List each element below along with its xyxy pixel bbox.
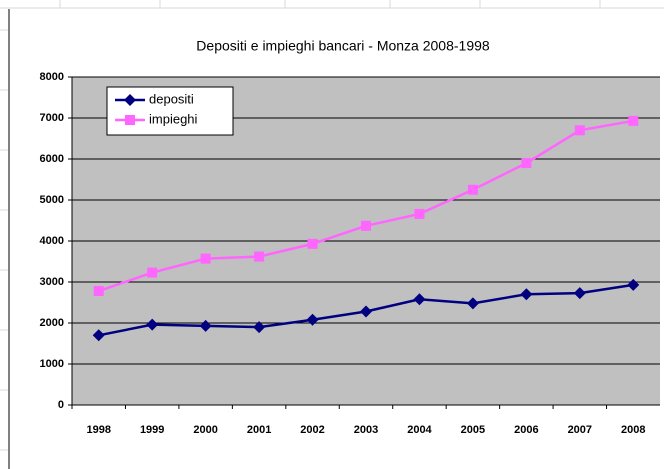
x-tick-label: 1999: [140, 424, 164, 436]
data-point: [92, 329, 105, 342]
data-point: [147, 267, 158, 278]
data-point: [413, 293, 426, 306]
chart-title: Depositi e impieghi bancari - Monza 2008…: [196, 38, 490, 54]
x-tick-label: 2007: [568, 424, 592, 436]
x-tick-label: 1998: [86, 424, 110, 436]
y-tick-label: 4000: [40, 235, 64, 247]
y-tick-label: 2000: [40, 317, 64, 329]
x-tick-label: 2004: [407, 424, 432, 436]
legend-box: [106, 86, 234, 136]
data-point: [520, 288, 533, 301]
data-point: [307, 238, 318, 249]
legend-marker: [124, 94, 136, 106]
x-tick-label: 2005: [461, 424, 485, 436]
data-point: [573, 287, 586, 300]
x-tick-label: 2002: [300, 424, 324, 436]
data-point: [361, 220, 371, 231]
x-tick-label: 2008: [621, 424, 645, 436]
x-tick-label: 2003: [354, 424, 378, 436]
y-tick-label: 7000: [40, 112, 64, 124]
y-tick-label: 3000: [40, 276, 64, 288]
legend-label: depositi: [149, 91, 194, 106]
data-point: [466, 297, 479, 310]
data-point: [199, 319, 212, 332]
data-point: [93, 286, 104, 297]
legend-label: impieghi: [149, 111, 198, 126]
data-point: [254, 251, 265, 262]
data-point: [253, 321, 266, 334]
y-tick-label: 6000: [40, 153, 64, 165]
data-point: [306, 313, 319, 326]
data-point: [360, 305, 372, 318]
y-tick-label: 0: [58, 399, 64, 411]
y-tick-label: 1000: [40, 358, 64, 370]
x-tick-label: 2000: [193, 424, 217, 436]
legend-marker: [125, 115, 135, 125]
y-tick-label: 5000: [40, 194, 64, 206]
data-point: [521, 158, 532, 169]
y-tick-label: 8000: [40, 71, 64, 83]
x-tick-label: 2006: [514, 424, 538, 436]
x-tick-label: 2001: [247, 424, 271, 436]
data-point: [200, 253, 211, 264]
data-point: [628, 115, 639, 126]
data-point: [627, 278, 640, 291]
data-point: [467, 184, 478, 195]
data-point: [574, 125, 585, 136]
data-point: [146, 318, 159, 331]
spreadsheet-grid: [0, 0, 664, 451]
data-point: [414, 208, 425, 219]
